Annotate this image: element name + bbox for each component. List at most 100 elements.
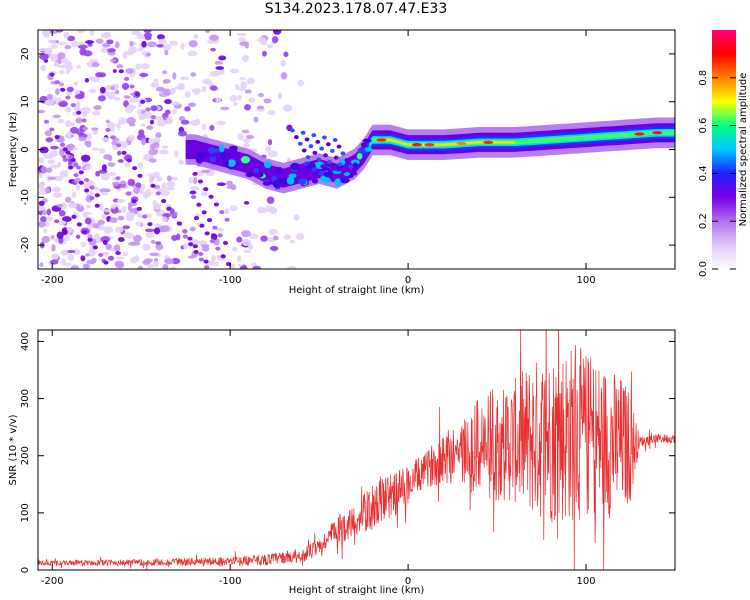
x-tick-label: 0 <box>405 576 411 587</box>
ridge-arm <box>315 139 321 144</box>
ridge-arm <box>309 161 315 166</box>
ridge-arm <box>316 157 322 162</box>
spectrogram-noise <box>38 30 305 269</box>
ridge-arm <box>297 141 303 146</box>
ridge-arm <box>352 171 358 176</box>
ridge-blob <box>340 176 350 184</box>
ridge-blob <box>195 156 204 164</box>
ridge-blob <box>286 176 295 185</box>
x-tick-label: 100 <box>576 275 595 286</box>
chart-title: S134.2023.178.07.47.E33 <box>264 1 448 17</box>
y-tick-label: 0 <box>20 567 31 573</box>
ridge-blob <box>343 171 350 177</box>
ridge-blob <box>219 153 227 160</box>
colorbar-tick-label: 0.0 <box>698 261 709 277</box>
colorbar: 0.0 0.2 0.4 0.6 0.8 Normalized spectral ampli… <box>698 30 749 277</box>
ridge-arm <box>336 144 342 149</box>
ridge-blob <box>298 178 307 185</box>
ridge-arm <box>327 159 332 164</box>
x-tick-label: -100 <box>219 576 242 587</box>
ridge-arm <box>320 164 326 169</box>
ridge-hotspot <box>424 143 435 147</box>
ridge-blob <box>362 138 372 143</box>
y-axis-label: Frequency (Hz) <box>8 112 19 188</box>
ridge-blob <box>262 181 272 186</box>
ridge-arm <box>329 148 335 153</box>
ridge-arm <box>312 150 318 155</box>
ridge-blob <box>245 172 254 178</box>
ridge-arm <box>290 128 295 133</box>
ridge-arm <box>301 148 307 153</box>
ridge-blob <box>230 147 238 154</box>
y-tick-label: -10 <box>20 189 31 205</box>
ridge-hotspot <box>652 131 663 135</box>
ridge-blob <box>223 160 229 166</box>
ridge-arm <box>330 166 336 171</box>
ridge-blob <box>219 144 225 153</box>
ridge-blob <box>324 177 331 184</box>
snr-axes: -200 -100 0 100 0 100 200 300 400 Height of strai… <box>8 330 675 596</box>
ridge-blob <box>263 161 272 169</box>
ridge-arm <box>344 158 350 163</box>
y-tick-label: 0 <box>20 146 31 152</box>
ridge-hotspot <box>456 141 467 146</box>
spectrogram-plot-area <box>38 30 675 269</box>
ridge-arm <box>322 135 327 140</box>
ridge-hotspot <box>483 140 494 144</box>
ridge-blob <box>275 168 283 175</box>
ridge-arm <box>293 135 299 140</box>
ridge-arm <box>305 155 311 160</box>
ridge-arm <box>337 162 343 167</box>
colorbar-tick-label: 0.2 <box>698 213 709 229</box>
ridge-arm <box>333 155 339 160</box>
ridge-hotspot <box>634 132 645 136</box>
ridge-arm <box>340 151 346 156</box>
ridge-arm <box>348 164 354 169</box>
ridge-blob <box>360 142 368 148</box>
ridge-blob <box>208 147 215 153</box>
ridge-blob <box>257 171 264 178</box>
ridge-blob <box>356 152 363 160</box>
ridge-blob <box>209 156 217 163</box>
ridge-blob <box>272 179 283 188</box>
x-tick-label: 100 <box>576 576 595 587</box>
x-tick-label: -200 <box>41 275 64 286</box>
ridge-arm <box>323 153 328 158</box>
y-tick-label: 20 <box>20 48 31 61</box>
ridge-blob <box>323 171 334 178</box>
colorbar-gradient <box>712 30 736 269</box>
ridge-hotspot <box>376 138 387 142</box>
ridge-blob <box>311 167 317 172</box>
colorbar-tick-label: 0.8 <box>698 70 709 86</box>
ridge-arm <box>341 169 347 174</box>
x-axis-label: Height of straight line (km) <box>289 285 425 296</box>
x-tick-label: -200 <box>41 576 64 587</box>
y-tick-label: -20 <box>20 237 31 253</box>
snr-panel: -200 -100 0 100 0 100 200 300 400 Height of strai… <box>8 329 676 596</box>
ridge-blob <box>357 147 366 154</box>
ridge-blob <box>363 147 373 152</box>
ridge-blob <box>253 167 260 174</box>
y-tick-label: 100 <box>20 503 31 522</box>
ridge-arm <box>308 144 314 149</box>
ridge-blob <box>240 155 251 164</box>
colorbar-tick-label: 0.4 <box>698 165 709 181</box>
y-axis-label: SNR (10 * v/v) <box>8 414 19 485</box>
ridge-blob <box>199 151 210 158</box>
ridge-arm <box>304 137 310 142</box>
x-axis-label: Height of straight line (km) <box>289 585 425 596</box>
ridge-arm <box>332 137 338 142</box>
ridge-arm <box>311 133 317 138</box>
ridge-blob <box>352 162 359 170</box>
ridge-arm <box>325 142 331 147</box>
ridge-hotspot <box>411 143 422 147</box>
ridge-blob <box>350 159 360 165</box>
snr-plot-area <box>38 330 675 570</box>
ridge-blob <box>227 159 236 168</box>
ridge-arm <box>300 130 306 135</box>
y-tick-label: 400 <box>20 332 31 351</box>
ridge-blob <box>311 178 319 184</box>
